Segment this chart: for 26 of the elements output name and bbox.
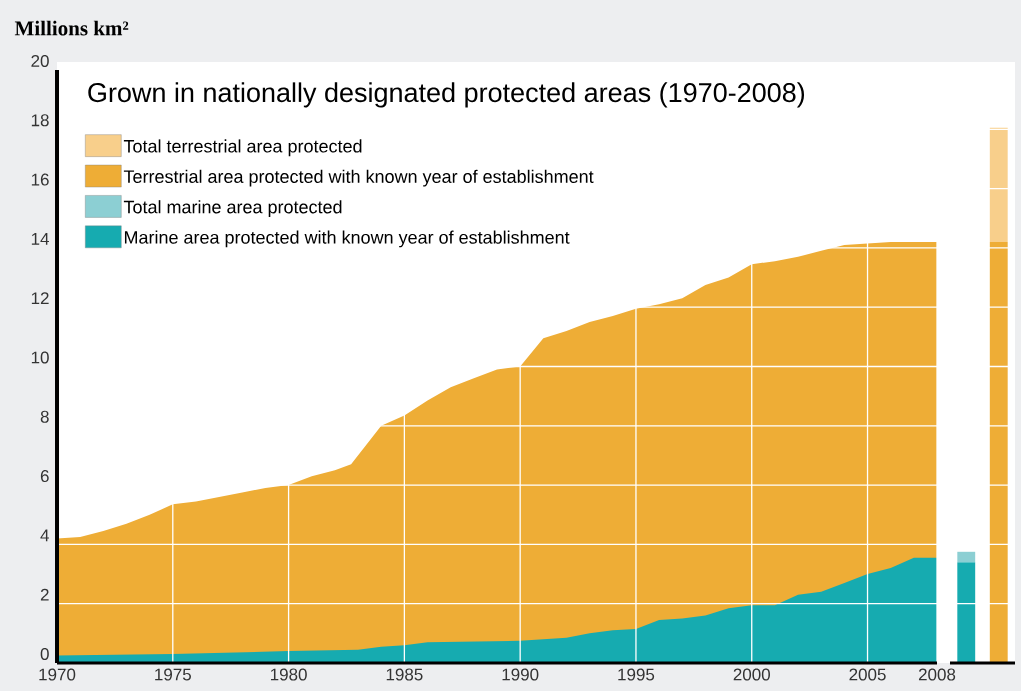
x-tick-label: 2008: [918, 668, 956, 681]
x-tick-label: 1985: [386, 668, 423, 681]
legend-label: Total terrestrial area protected: [123, 139, 362, 157]
y-tick-label: 2: [40, 588, 49, 601]
x-tick-label: 1970: [39, 668, 76, 681]
y-tick-label: 8: [40, 410, 49, 423]
y-tick-label: 18: [31, 114, 49, 127]
y-axis-title: Millions km²: [14, 20, 129, 36]
x-tick-label: 2000: [733, 668, 770, 681]
chart-title: Grown in nationally designated protected areas (1970-2008): [88, 82, 805, 108]
y-tick-label: 12: [31, 292, 49, 305]
y-tick-label: 0: [40, 647, 49, 661]
legend-label: Terrestrial area protected with known year of establishment: [123, 169, 594, 187]
y-tick-label: 20: [31, 54, 49, 68]
legend-label: Marine area protected with known year of establishment: [124, 230, 570, 248]
y-tick-label: 10: [31, 351, 49, 364]
x-tick-label: 1980: [270, 668, 307, 681]
x-tick-label: 2005: [849, 668, 886, 681]
y-tick-label: 16: [31, 173, 49, 186]
x-tick-label: 1995: [618, 668, 655, 681]
x-tick-label: 1975: [155, 668, 191, 681]
x-tick-label: 1990: [502, 668, 539, 681]
y-tick-label: 4: [40, 529, 49, 542]
legend-label: Total marine area protected: [123, 200, 342, 217]
y-tick-label: 6: [40, 470, 49, 483]
y-tick-label: 14: [31, 233, 49, 245]
